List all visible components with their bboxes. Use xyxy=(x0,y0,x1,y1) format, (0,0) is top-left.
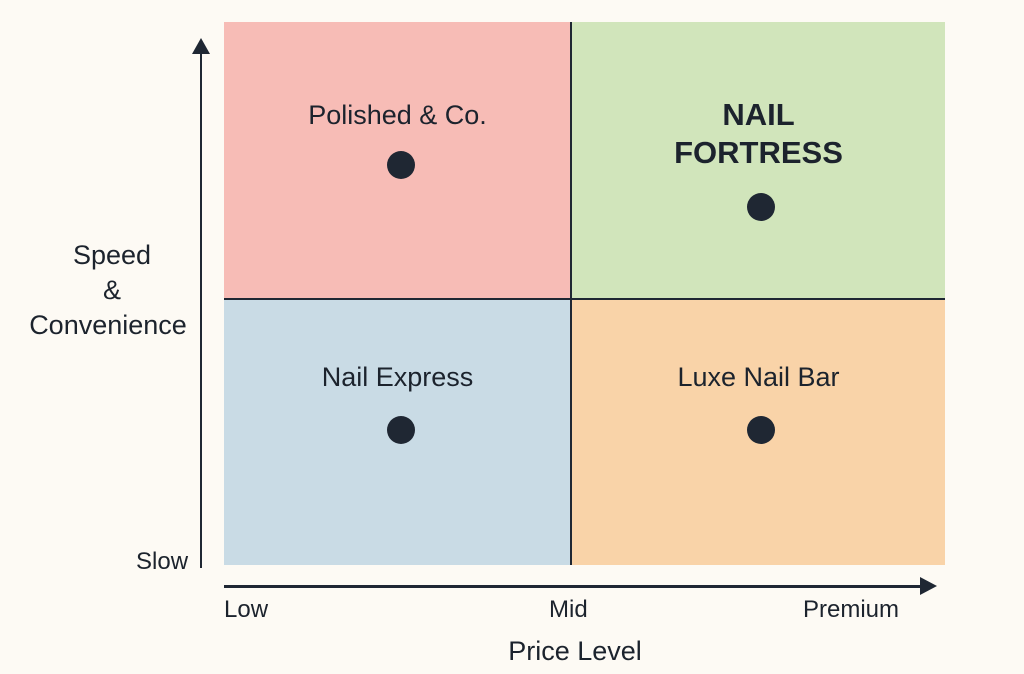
y-axis-line xyxy=(200,52,202,568)
y-axis-label-line2: & xyxy=(102,275,121,305)
quadrant-bottom-left: Nail Express xyxy=(224,300,571,565)
x-axis-arrow-icon xyxy=(920,577,937,595)
x-tick-premium: Premium xyxy=(803,596,900,623)
quadrant-top-left: Polished & Co. xyxy=(224,22,571,299)
vertical-divider xyxy=(570,22,572,565)
y-axis-low-label: Slow xyxy=(136,548,189,575)
brand-label-luxe-nail-bar: Luxe Nail Bar xyxy=(677,362,840,392)
brand-label-nail-fortress: NAIL FORTRESS xyxy=(572,96,945,172)
horizontal-divider xyxy=(224,298,945,300)
x-axis-label: Price Level xyxy=(508,636,642,666)
brand-label-polished-co: Polished & Co. xyxy=(308,100,487,130)
x-tick-low: Low xyxy=(224,596,269,623)
y-axis-label: Speed & Convenience xyxy=(14,238,210,343)
brand-label-line1: NAIL xyxy=(722,97,795,132)
y-axis-label-line3: Convenience xyxy=(29,310,187,340)
x-tick-mid: Mid xyxy=(549,596,588,623)
y-axis-label-line1: Speed xyxy=(72,240,152,270)
brand-label-nail-express: Nail Express xyxy=(321,362,474,392)
marker-nail-express xyxy=(387,416,415,444)
marker-nail-fortress xyxy=(747,193,775,221)
quadrant-top-right: NAIL FORTRESS xyxy=(572,22,945,299)
x-axis-line xyxy=(224,585,924,588)
brand-label-line2: FORTRESS xyxy=(674,135,843,170)
y-axis-arrow-icon xyxy=(192,38,210,54)
marker-luxe-nail-bar xyxy=(747,416,775,444)
marker-polished-co xyxy=(387,151,415,179)
